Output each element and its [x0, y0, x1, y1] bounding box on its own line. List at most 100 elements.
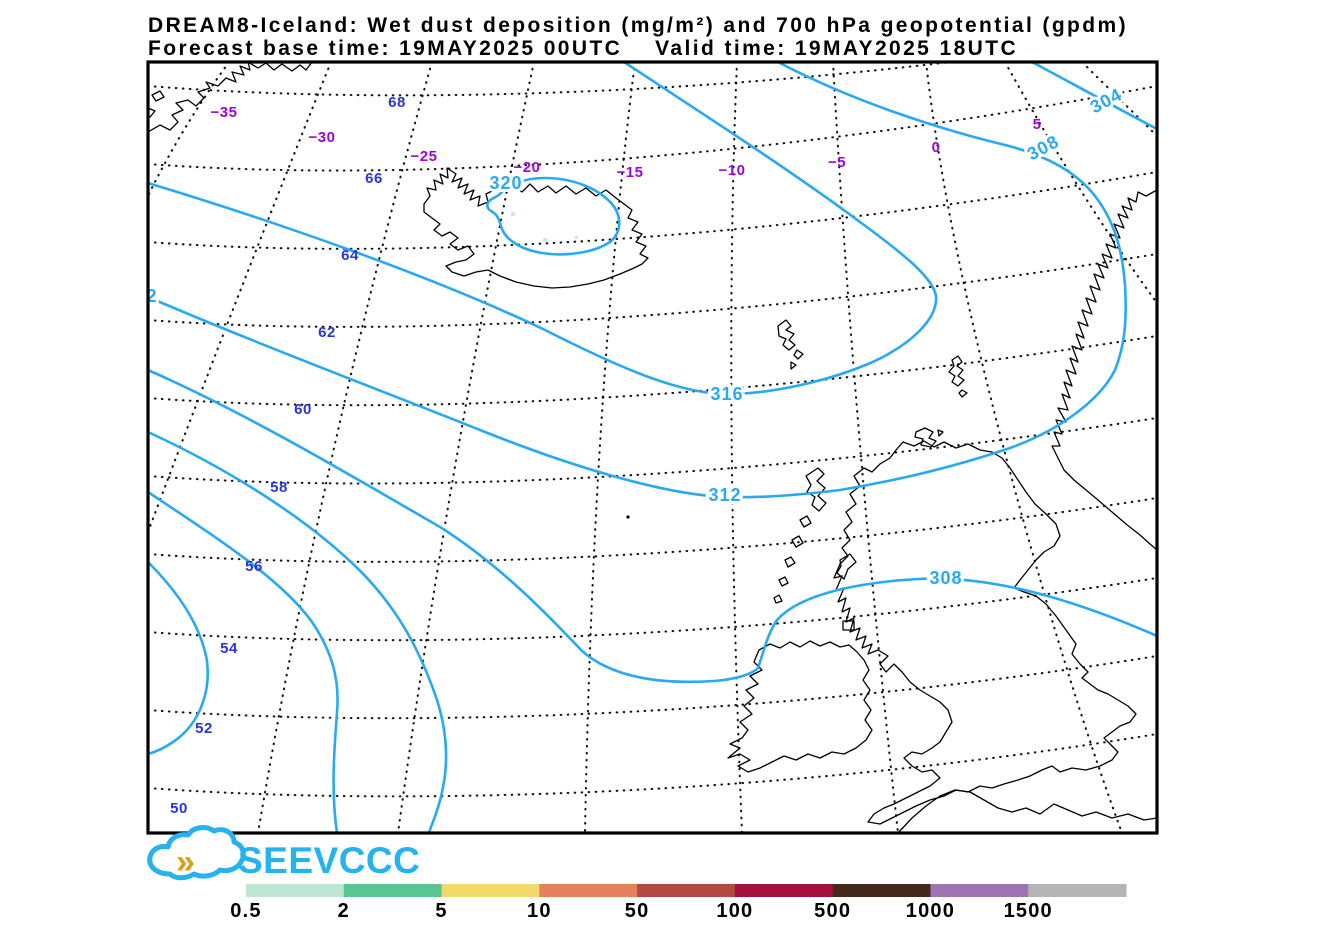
- meridian-minus25: [256, 60, 434, 835]
- colorbar-tick-label: 1000: [906, 900, 955, 922]
- colorbar-tick-label: 2: [338, 900, 350, 922]
- latitude-label: 50: [170, 800, 188, 817]
- header: DREAM8-Iceland: Wet dust deposition (mg/…: [148, 14, 1128, 60]
- islet-dot: [626, 515, 630, 519]
- colorbar-tick-label: 5: [435, 900, 447, 922]
- parallel-56: [146, 496, 1159, 563]
- parallel-64: [146, 170, 1159, 250]
- contour-unlabeled-ridge: [146, 560, 209, 756]
- meridian-5: [1003, 60, 1159, 305]
- latitude-label: 52: [195, 720, 213, 737]
- coastline-hebrides: [773, 467, 857, 604]
- geopotential-contours: [146, 60, 1159, 835]
- contour-308-312: [146, 60, 1127, 499]
- meridian-minus35: [146, 60, 231, 198]
- contour-value-label: 316: [710, 384, 743, 404]
- graticule-parallels: [146, 60, 1159, 798]
- meridian-minus5: [831, 60, 900, 835]
- parallel-58: [146, 416, 1159, 485]
- parallel-50: [146, 732, 1159, 798]
- latitude-label: 56: [245, 558, 263, 575]
- contour-308-south: [146, 368, 1159, 684]
- map-subtitle: Forecast base time: 19MAY2025 00UTC Vali…: [148, 37, 1018, 60]
- coastline-shetland: [948, 355, 968, 398]
- coastline-lough-neagh: [842, 620, 855, 631]
- seevccc-logo: » SEEVCCC: [147, 825, 420, 881]
- longitude-label: −35: [211, 104, 238, 121]
- longitude-label: −20: [514, 159, 541, 176]
- contour-value-label: 312: [708, 485, 741, 505]
- longitude-label: −10: [719, 162, 746, 179]
- latitude-label: 64: [341, 247, 359, 264]
- footer: » SEEVCCC 0.5 2 5 10 50 100 500 1000 1500: [147, 825, 1127, 922]
- colorbar-segment: [246, 884, 345, 897]
- parallel-68: [146, 60, 952, 97]
- colorbar-segment: [343, 884, 443, 897]
- colorbar-segment: [539, 884, 638, 897]
- colorbar-tick-label: 10: [527, 900, 552, 922]
- longitude-label: 5: [1033, 116, 1042, 133]
- latitude-label: 58: [270, 479, 288, 496]
- coastline-ireland: [727, 640, 873, 773]
- colorbar-tick-label: 1500: [1004, 900, 1053, 922]
- contour-304: [1030, 60, 1159, 131]
- logo-wordmark: SEEVCCC: [238, 840, 420, 881]
- coastline-france: [897, 789, 1158, 834]
- parallel-62: [146, 252, 1159, 328]
- cloud-icon: [147, 825, 246, 881]
- longitude-label: −25: [411, 148, 438, 165]
- latitude-label: 60: [294, 401, 312, 418]
- contour-316: [146, 60, 938, 396]
- map-title: DREAM8-Iceland: Wet dust deposition (mg/…: [148, 14, 1128, 37]
- contour-unlabeled-a: [146, 430, 448, 835]
- meridian-minus30: [146, 60, 333, 534]
- chevron-arrows-icon: »: [176, 843, 195, 881]
- latitude-label: 54: [220, 640, 238, 657]
- graticule-meridians: [146, 60, 1159, 835]
- colorbar-segment: [734, 884, 834, 897]
- coastline-greenland: [147, 61, 313, 133]
- coastline-faroe-islands: [777, 319, 804, 370]
- coastline-iceland: [423, 167, 649, 289]
- colorbar-tick-label: 0.5: [230, 900, 261, 922]
- map-border: [146, 60, 1159, 835]
- meridian-minus15: [583, 60, 637, 835]
- longitude-labels: −35 −30 −25 −20 −15 −10 −5 0 5: [211, 104, 1042, 181]
- coastline-great-britain: [833, 440, 1137, 825]
- coastlines: [147, 61, 1158, 834]
- meridian-minus10: [730, 60, 744, 835]
- contour-value-label: 308: [929, 568, 962, 588]
- contour-value-label: 308: [1024, 131, 1063, 164]
- colorbar-segment: [832, 884, 931, 897]
- deposition-speck: [543, 238, 547, 242]
- meridian-0: [924, 60, 1124, 835]
- parallel-54: [146, 576, 1159, 642]
- dust-deposition-specks: [511, 212, 578, 242]
- longitude-label: 0: [932, 139, 941, 156]
- latitude-labels: 68 66 64 62 60 58 56 54 52 50: [170, 94, 406, 817]
- colorbar-segment: [441, 884, 540, 897]
- contour-unlabeled-b: [146, 490, 339, 835]
- longitude-label: −30: [309, 129, 336, 146]
- colorbar-tick-label: 100: [716, 900, 753, 922]
- colorbar-segment: [637, 884, 736, 897]
- deposition-speck: [511, 212, 515, 216]
- parallel-66: [146, 84, 1159, 172]
- colorbar-tick-label: 50: [625, 900, 650, 922]
- parallel-60: [146, 334, 1159, 407]
- coastline-orkney: [914, 427, 944, 448]
- latitude-label: 62: [318, 324, 336, 341]
- longitude-label: −15: [617, 164, 644, 181]
- deposition-speck: [575, 236, 578, 239]
- longitude-label: −5: [828, 154, 846, 171]
- contour-value-label: 304: [1087, 84, 1126, 117]
- parallel-52: [146, 654, 1159, 720]
- colorbar-segment: [930, 884, 1029, 897]
- coastline-norway: [1051, 189, 1158, 551]
- contour-value-label: 320: [489, 173, 522, 193]
- latitude-label: 68: [388, 94, 406, 111]
